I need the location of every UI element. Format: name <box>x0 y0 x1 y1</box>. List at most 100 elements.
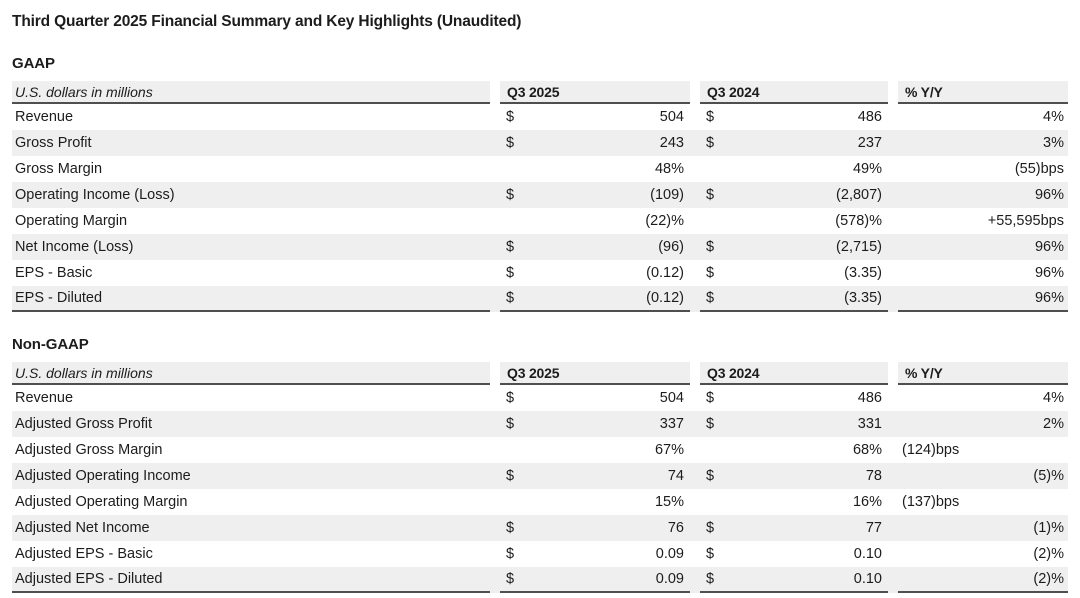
q3-2025-cell: $ (109) <box>500 182 690 208</box>
currency-symbol: $ <box>706 571 715 587</box>
table-row: Revenue $ 504 $ 486 4% <box>12 104 1068 130</box>
q3-2025-column-header: Q3 2025 <box>500 81 690 104</box>
q3-2024-cell: $ 486 <box>700 385 888 411</box>
q3-2025-column-header: Q3 2025 <box>500 362 690 385</box>
q3-2024-cell: $ (3.35) <box>700 260 888 286</box>
q3-2024-cell: $ 0.10 <box>700 541 888 567</box>
yoy-cell: +55,595bps <box>987 213 1064 229</box>
value-number: 0.10 <box>853 546 882 562</box>
yoy-column-header: % Y/Y <box>898 81 1068 104</box>
q3-2025-cell: $ (0.12) <box>500 286 690 312</box>
currency-symbol: $ <box>506 416 515 432</box>
table-row: Gross Profit $ 243 $ 237 3% <box>12 130 1068 156</box>
q3-2025-cell: $ 74 <box>500 463 690 489</box>
q3-2024-cell: $ 331 <box>700 411 888 437</box>
metric-label: Adjusted EPS - Diluted <box>12 567 490 593</box>
metric-label: Adjusted Net Income <box>15 520 150 536</box>
value-number: 67% <box>654 442 684 458</box>
section-title: GAAP <box>12 55 55 72</box>
currency-symbol: $ <box>706 520 715 536</box>
yoy-cell: 4% <box>1043 390 1064 406</box>
metric-label: Adjusted Operating Margin <box>15 494 188 510</box>
currency-symbol: $ <box>706 546 715 562</box>
yoy-cell: (2)% <box>1033 546 1064 562</box>
table-row: Adjusted Gross Margin 67% 68% (124)bps <box>12 437 1068 463</box>
table-row: Gross Margin 48% 49% (55)bps <box>12 156 1068 182</box>
metric-label: Operating Income (Loss) <box>15 187 175 203</box>
value-number: 0.09 <box>655 571 684 587</box>
value-number: 77 <box>865 520 882 536</box>
q3-2024-cell: 68% <box>700 437 888 463</box>
value-number: (2,715) <box>836 239 882 255</box>
value-number: 504 <box>659 109 684 125</box>
yoy-cell: 96% <box>1034 239 1064 255</box>
metric-label: EPS - Diluted <box>12 286 490 312</box>
currency-symbol: $ <box>706 390 715 406</box>
yoy-cell: (5)% <box>1033 468 1064 484</box>
q3-2024-cell: $ (2,715) <box>700 234 888 260</box>
value-number: 0.10 <box>853 571 882 587</box>
currency-symbol: $ <box>506 109 515 125</box>
value-number: 15% <box>654 494 684 510</box>
table-row: Adjusted Operating Income $ 74 $ 78 (5)% <box>12 463 1068 489</box>
q3-2024-column-header: Q3 2024 <box>700 362 888 385</box>
table-row: EPS - Diluted $ (0.12) $ (3.35) 96% <box>12 286 1068 312</box>
yoy-cell: (55)bps <box>1014 161 1064 177</box>
financial-section: Non-GAAP U.S. dollars in millions Q3 202… <box>12 336 1068 593</box>
sections-container: GAAP U.S. dollars in millions Q3 2025 Q3… <box>12 55 1068 593</box>
yoy-cell: 3% <box>1043 135 1064 151</box>
value-number: 0.09 <box>655 546 684 562</box>
yoy-column-header: % Y/Y <box>898 362 1068 385</box>
q3-2024-cell: 16% <box>700 489 888 515</box>
table-row: Revenue $ 504 $ 486 4% <box>12 385 1068 411</box>
value-number: 331 <box>857 416 882 432</box>
currency-symbol: $ <box>706 187 715 203</box>
q3-2025-cell: $ 243 <box>500 130 690 156</box>
table-row: Net Income (Loss) $ (96) $ (2,715) 96% <box>12 234 1068 260</box>
table-row: Adjusted Operating Margin 15% 16% (137)b… <box>12 489 1068 515</box>
currency-symbol: $ <box>506 239 515 255</box>
q3-2025-cell: 48% <box>500 156 690 182</box>
currency-symbol: $ <box>506 390 515 406</box>
value-number: (2,807) <box>836 187 882 203</box>
metric-label: Net Income (Loss) <box>15 239 134 255</box>
metric-label: Revenue <box>15 390 74 406</box>
section-title: Non-GAAP <box>12 336 89 353</box>
yoy-cell: 96% <box>1034 187 1064 203</box>
q3-2025-cell: 15% <box>500 489 690 515</box>
table-row: Operating Margin (22)% (578)% +55,595bps <box>12 208 1068 234</box>
q3-2024-column-header: Q3 2024 <box>700 81 888 104</box>
value-number: 486 <box>857 390 882 406</box>
metric-label: Operating Margin <box>15 213 128 229</box>
currency-symbol: $ <box>706 265 715 281</box>
q3-2024-cell: $ 0.10 <box>700 567 888 593</box>
q3-2024-cell: $ 237 <box>700 130 888 156</box>
q3-2025-cell: $ 337 <box>500 411 690 437</box>
value-number: 237 <box>857 135 882 151</box>
q3-2025-cell: $ 76 <box>500 515 690 541</box>
currency-symbol: $ <box>706 109 715 125</box>
currency-symbol: $ <box>706 135 715 151</box>
financial-section: GAAP U.S. dollars in millions Q3 2025 Q3… <box>12 55 1068 312</box>
value-number: 68% <box>852 442 882 458</box>
table-row: Adjusted Net Income $ 76 $ 77 (1)% <box>12 515 1068 541</box>
table-row: Operating Income (Loss) $ (109) $ (2,807… <box>12 182 1068 208</box>
yoy-cell: (1)% <box>1033 520 1064 536</box>
table-body: Revenue $ 504 $ 486 4% Adjusted Gross Pr… <box>12 385 1068 593</box>
table-row: Adjusted EPS - Diluted $ 0.09 $ 0.10 (2)… <box>12 567 1068 593</box>
q3-2025-cell: $ (0.12) <box>500 260 690 286</box>
q3-2025-cell: $ 0.09 <box>500 541 690 567</box>
currency-symbol: $ <box>506 187 515 203</box>
q3-2024-cell: $ (3.35) <box>700 286 888 312</box>
value-number: (96) <box>658 239 684 255</box>
page-title: Third Quarter 2025 Financial Summary and… <box>12 13 522 30</box>
table-header-row: U.S. dollars in millions Q3 2025 Q3 2024… <box>12 362 1068 385</box>
yoy-cell: 96% <box>898 286 1068 312</box>
currency-symbol: $ <box>506 546 515 562</box>
yoy-cell: 2% <box>1043 416 1064 432</box>
metric-column-header: U.S. dollars in millions <box>12 362 490 385</box>
q3-2025-cell: (22)% <box>500 208 690 234</box>
metric-label: Gross Margin <box>15 161 103 177</box>
currency-symbol: $ <box>506 571 515 587</box>
